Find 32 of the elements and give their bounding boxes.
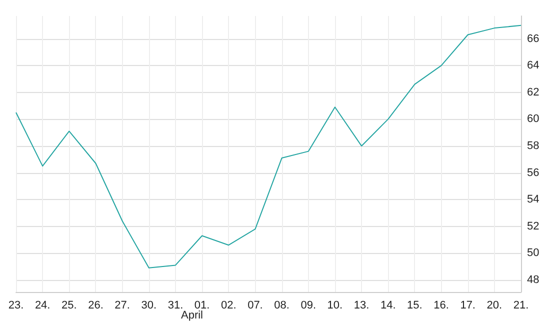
x-tick-label: 31. <box>168 300 184 312</box>
x-tick-label: 16. <box>434 300 449 312</box>
x-tick-label: 01. <box>194 300 210 312</box>
x-tick-label: 23. <box>8 300 24 312</box>
x-tick-label: 24. <box>34 300 50 312</box>
text: April <box>181 310 204 322</box>
y-tick-label: 50 <box>527 247 540 260</box>
y-tick-label: 54 <box>527 194 540 206</box>
y-tick-label: 52 <box>527 220 540 232</box>
x-tick-label: 26. <box>88 300 104 312</box>
x-tick-label: 20. <box>486 300 502 312</box>
x-tick-label: 09. <box>300 300 316 312</box>
x-tick-label: 30. <box>141 300 157 312</box>
y-tick-label: 66 <box>527 32 540 45</box>
y-tick-label: 64 <box>527 60 540 72</box>
x-tick-label: 27. <box>114 300 130 312</box>
y-tick-label: 60 <box>527 113 540 126</box>
x-tick-label: 10. <box>327 300 343 312</box>
x-tick-label: 08. <box>274 300 290 312</box>
x-tick-label: 15. <box>407 300 422 312</box>
x-tick-label: 21. <box>513 300 529 312</box>
line-series <box>16 24 522 268</box>
x-tick-label: 25. <box>62 300 77 312</box>
y-tick-label: 56 <box>527 166 540 179</box>
x-tick-label: 07. <box>248 300 263 312</box>
y-tick-label: 62 <box>527 86 540 98</box>
x-tick-label: 14. <box>380 300 396 312</box>
x-tick-label: 17. <box>460 300 476 312</box>
x-tick-label: 13. <box>354 300 370 312</box>
x-tick-label: 02. <box>220 300 236 312</box>
y-tick-label: 48 <box>527 274 540 286</box>
y-tick-label: 58 <box>527 140 540 152</box>
